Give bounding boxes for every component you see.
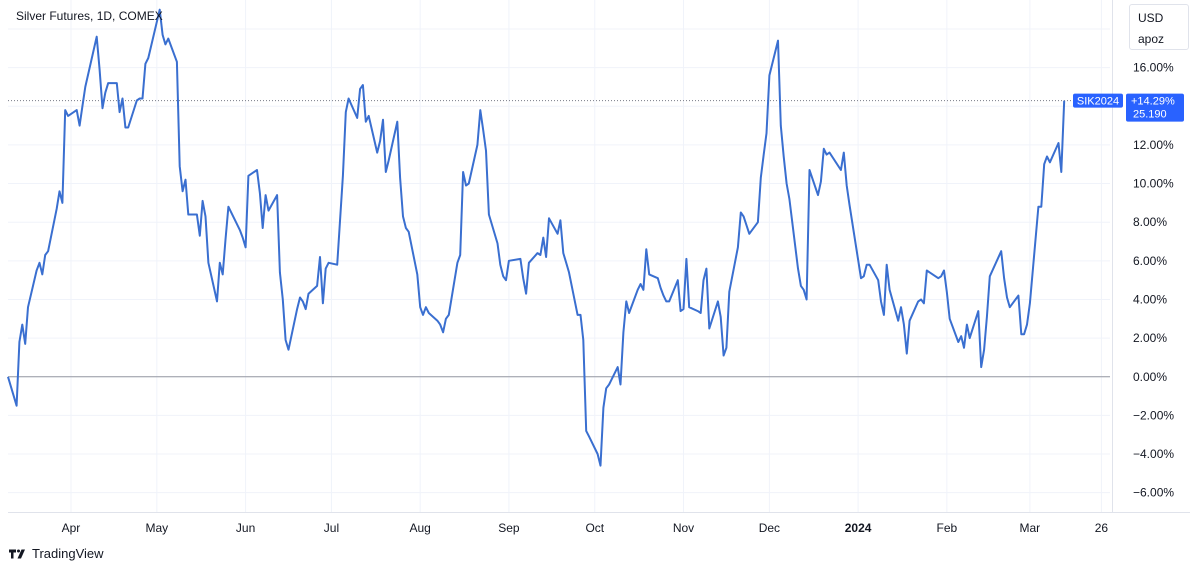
- x-tick-label: Oct: [585, 521, 604, 535]
- x-tick-label: Sep: [498, 521, 520, 535]
- currency-box[interactable]: USD apoz: [1129, 4, 1189, 50]
- y-tick-label: 2.00%: [1133, 331, 1167, 345]
- x-tick-label: Nov: [673, 521, 694, 535]
- last-value-symbol: SIK2024: [1077, 96, 1119, 108]
- x-axis[interactable]: Apr May Jun Jul Aug Sep Oct Nov Dec 2024 Feb Mar 26: [8, 512, 1190, 536]
- y-tick-label: 16.00%: [1133, 61, 1174, 75]
- y-tick-label: 10.00%: [1133, 177, 1174, 191]
- y-tick-label: −2.00%: [1133, 408, 1174, 422]
- y-tick-label: 12.00%: [1133, 138, 1174, 152]
- last-value-bg: [1126, 93, 1184, 122]
- series-layer: [7, 8, 1066, 467]
- brand-name: TradingView: [32, 546, 104, 561]
- series-line: [7, 8, 1066, 467]
- y-tick-label: 4.00%: [1133, 292, 1167, 306]
- currency-label[interactable]: USD: [1138, 11, 1164, 25]
- x-tick-label: 26: [1095, 521, 1109, 535]
- y-tick-label: 0.00%: [1133, 370, 1167, 384]
- x-tick-label: Jun: [236, 521, 255, 535]
- last-value-price: 25.190: [1133, 109, 1167, 121]
- last-value-change: +14.29%: [1131, 96, 1175, 108]
- x-tick-label: May: [146, 521, 169, 535]
- last-value-tag: SIK2024 +14.29% 25.190: [1073, 93, 1184, 122]
- y-tick-label: 6.00%: [1133, 254, 1167, 268]
- x-tick-label: Mar: [1020, 521, 1041, 535]
- chart-title: Silver Futures, 1D, COMEX: [16, 9, 163, 23]
- scale-mode-label[interactable]: apoz: [1138, 32, 1165, 46]
- y-tick-label: 8.00%: [1133, 215, 1167, 229]
- x-tick-label: Aug: [409, 521, 430, 535]
- x-tick-label: Dec: [759, 521, 780, 535]
- x-tick-label: Feb: [937, 521, 958, 535]
- x-tick-label: Apr: [62, 521, 81, 535]
- tradingview-logo[interactable]: TradingView: [9, 546, 104, 561]
- x-tick-label: 2024: [845, 521, 872, 535]
- y-axis[interactable]: 18.00%16.00%14.00%12.00%10.00%8.00%6.00%…: [1112, 0, 1175, 512]
- y-tick-label: −6.00%: [1133, 486, 1174, 500]
- grid: [8, 0, 1110, 512]
- last-value-symbol-bg: [1073, 93, 1123, 108]
- y-tick-label: −4.00%: [1133, 447, 1174, 461]
- tradingview-logo-icon: [9, 549, 25, 558]
- x-tick-label: Jul: [324, 521, 339, 535]
